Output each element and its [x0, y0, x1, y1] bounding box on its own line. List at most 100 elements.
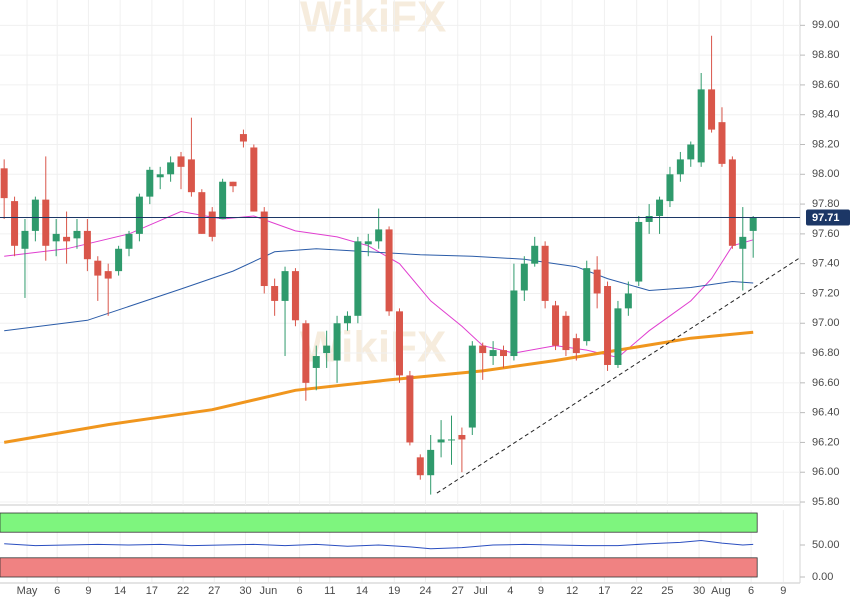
x-tick-label: 24 — [419, 585, 431, 597]
x-tick-label: 25 — [661, 585, 673, 597]
candle-body — [229, 181, 237, 187]
candle-body — [11, 201, 19, 246]
x-tick-label: 19 — [388, 585, 400, 597]
trendline — [436, 257, 801, 494]
y-tick-label: 96.80 — [812, 347, 840, 359]
candle-body — [520, 263, 528, 291]
candle-body — [21, 230, 29, 249]
x-tick-label: 4 — [507, 585, 513, 597]
candle-body — [73, 230, 81, 239]
watermark: WikiFX — [300, 0, 446, 42]
candle-body — [479, 345, 487, 354]
band — [0, 557, 758, 578]
candle-body — [281, 271, 289, 301]
candle-body — [666, 174, 674, 202]
candle-body — [572, 338, 580, 354]
y-tick-label: 97.00 — [812, 317, 840, 329]
y-tick-label: 96.40 — [812, 407, 840, 419]
y-tick-label: 96.20 — [812, 436, 840, 448]
candle-body — [167, 162, 175, 175]
candle-body — [291, 271, 299, 321]
candle-body — [458, 434, 466, 440]
candle-body — [0, 168, 8, 199]
x-tick-label: 30 — [239, 585, 251, 597]
candle-body — [583, 268, 591, 342]
candle-body — [749, 217, 757, 231]
candle-body — [198, 192, 206, 234]
moving-average — [3, 330, 754, 444]
candle-body — [333, 323, 341, 361]
candle-body — [125, 233, 133, 249]
candle-body — [343, 315, 351, 324]
y-tick-label: 99.00 — [812, 19, 840, 31]
candle-body — [219, 181, 227, 219]
x-tick-label: 11 — [324, 585, 335, 597]
candle-body — [31, 199, 39, 231]
candle-body — [52, 233, 60, 242]
x-tick-label: Aug — [711, 585, 731, 597]
candle-body — [187, 159, 195, 193]
candle-body — [728, 159, 736, 246]
candle-body — [406, 375, 414, 443]
candle-body — [562, 315, 570, 351]
x-tick-label: 14 — [114, 585, 126, 597]
y-tick-label: 95.80 — [812, 496, 840, 508]
y-tick-label: 96.00 — [812, 466, 840, 478]
candle-body — [385, 229, 393, 312]
candle-body — [739, 236, 747, 249]
candle-body — [104, 271, 112, 279]
candle-body — [63, 236, 71, 242]
y-tick-label: 97.40 — [812, 258, 840, 270]
candle-body — [364, 241, 372, 245]
candle-body — [312, 356, 320, 368]
candle-body — [323, 345, 331, 354]
candle-body — [489, 350, 497, 357]
candle-body — [302, 323, 310, 383]
candle-body — [531, 245, 539, 264]
candle-body — [645, 216, 653, 222]
candle-body — [271, 286, 279, 301]
candle-body — [250, 147, 258, 212]
x-tick-label: 6 — [748, 585, 754, 597]
candle-body — [468, 345, 476, 428]
candle-body — [447, 439, 455, 441]
candle-body — [94, 260, 102, 276]
x-tick-label: 9 — [538, 585, 544, 597]
x-tick-label: Jun — [260, 585, 278, 597]
candle-body — [500, 350, 508, 357]
candle-body — [156, 174, 164, 178]
x-tick-label: 22 — [631, 585, 643, 597]
x-tick-label: 6 — [54, 585, 60, 597]
x-tick-label: 12 — [566, 585, 578, 597]
watermark: WikiFX — [300, 323, 446, 372]
candle-body — [718, 122, 726, 164]
y-tick-label: 50.00 — [812, 539, 840, 551]
candle-body — [135, 196, 143, 234]
candle-body — [510, 290, 518, 357]
x-tick-label: 6 — [297, 585, 303, 597]
candle-body — [697, 89, 705, 163]
y-tick-label: 98.60 — [812, 79, 840, 91]
y-tick-label: 96.60 — [812, 377, 840, 389]
last-price-box — [806, 209, 850, 226]
x-tick-label: 22 — [177, 585, 189, 597]
x-tick-label: Jul — [474, 585, 488, 597]
candle-body — [427, 449, 435, 476]
candle-body — [676, 159, 684, 175]
candle-body — [375, 229, 383, 242]
x-tick-label: 30 — [693, 585, 705, 597]
candle-body — [624, 293, 632, 309]
x-tick-label: 27 — [208, 585, 220, 597]
candle-body — [552, 305, 560, 346]
candle-body — [354, 241, 362, 316]
x-tick-label: 17 — [598, 585, 610, 597]
y-tick-label: 98.00 — [812, 168, 840, 180]
y-tick-label: 97.60 — [812, 228, 840, 240]
x-tick-label: 9 — [780, 585, 786, 597]
candle-body — [146, 169, 154, 197]
y-tick-label: 97.20 — [812, 287, 840, 299]
candle-body — [687, 144, 695, 160]
